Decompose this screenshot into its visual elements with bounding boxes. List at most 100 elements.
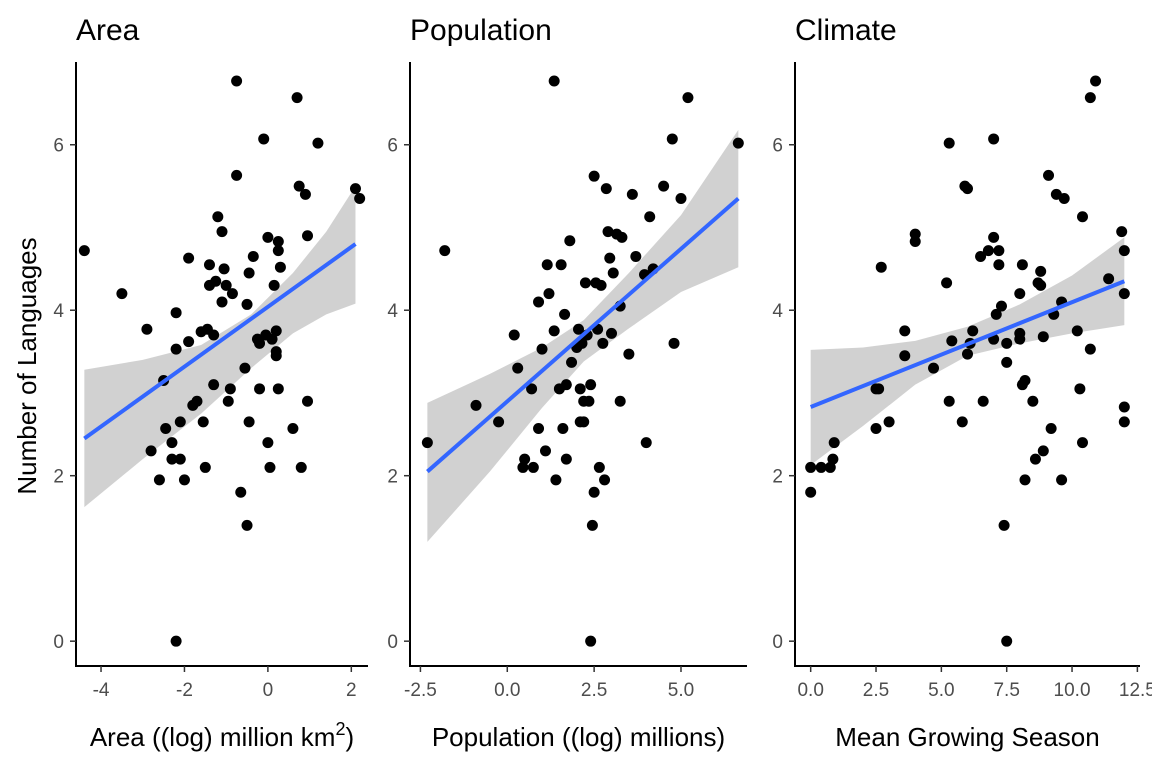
data-point bbox=[197, 416, 209, 428]
x-axis-label-main: Area ((log) million km bbox=[90, 722, 336, 752]
data-point bbox=[470, 399, 482, 411]
data-point bbox=[541, 259, 553, 271]
data-point bbox=[533, 296, 545, 308]
data-point bbox=[199, 461, 211, 473]
data-point bbox=[272, 383, 284, 395]
data-point bbox=[302, 230, 314, 242]
data-point bbox=[946, 335, 958, 347]
data-point bbox=[560, 379, 572, 391]
data-point bbox=[573, 323, 584, 335]
data-point bbox=[1045, 423, 1057, 435]
data-point bbox=[606, 327, 618, 339]
data-point bbox=[170, 307, 182, 319]
data-point bbox=[962, 348, 973, 360]
data-point bbox=[668, 337, 680, 349]
data-point bbox=[993, 259, 1005, 271]
data-point bbox=[231, 169, 243, 181]
data-point bbox=[258, 133, 270, 145]
data-point bbox=[241, 519, 253, 531]
data-point bbox=[870, 423, 882, 435]
data-point bbox=[272, 236, 284, 248]
x-tick-label: -2.5 bbox=[404, 680, 437, 701]
data-point bbox=[216, 296, 228, 308]
data-point bbox=[579, 277, 591, 289]
data-point bbox=[210, 275, 222, 287]
data-point bbox=[899, 350, 911, 362]
data-point bbox=[607, 267, 619, 279]
data-point bbox=[222, 395, 234, 407]
data-point bbox=[1019, 375, 1031, 387]
data-point bbox=[141, 323, 153, 335]
data-point bbox=[560, 453, 572, 465]
data-point bbox=[78, 245, 90, 257]
data-point bbox=[170, 343, 182, 355]
data-point bbox=[178, 474, 190, 486]
x-axis-label: Mean Growing Season bbox=[835, 722, 1099, 752]
data-point bbox=[988, 231, 1000, 243]
data-point bbox=[593, 461, 605, 473]
data-point bbox=[216, 226, 228, 238]
data-point bbox=[555, 259, 567, 271]
y-tick-label: 0 bbox=[772, 632, 783, 653]
data-point bbox=[293, 180, 305, 192]
data-point bbox=[439, 245, 451, 257]
data-point bbox=[928, 362, 940, 374]
data-point bbox=[675, 193, 687, 205]
data-point bbox=[349, 183, 361, 195]
y-tick-label: 0 bbox=[387, 632, 398, 653]
data-point bbox=[1077, 437, 1088, 449]
x-axis-label-tail: ) bbox=[345, 722, 354, 752]
data-point bbox=[1103, 273, 1115, 285]
data-point bbox=[174, 453, 186, 465]
data-point bbox=[264, 461, 276, 473]
x-axis-label-main: Mean Growing Season bbox=[835, 722, 1099, 752]
data-point bbox=[272, 245, 284, 257]
data-point bbox=[243, 267, 255, 279]
data-point bbox=[543, 288, 555, 300]
data-point bbox=[623, 348, 635, 360]
y-tick-label: 6 bbox=[387, 136, 398, 157]
data-point bbox=[262, 231, 274, 243]
panel-title: Population bbox=[410, 14, 552, 47]
data-point bbox=[1074, 383, 1086, 395]
data-point bbox=[512, 362, 524, 374]
data-point bbox=[626, 188, 638, 200]
data-point bbox=[982, 245, 994, 257]
data-point bbox=[1077, 211, 1088, 223]
data-point bbox=[564, 235, 576, 247]
x-tick-label: 2.5 bbox=[863, 680, 889, 701]
data-point bbox=[990, 308, 1002, 320]
data-point bbox=[574, 383, 586, 395]
data-point bbox=[1027, 395, 1039, 407]
data-point bbox=[287, 423, 299, 435]
data-point bbox=[616, 231, 628, 243]
data-point bbox=[977, 395, 989, 407]
y-tick-label: 4 bbox=[772, 301, 783, 322]
data-point bbox=[1118, 416, 1130, 428]
data-point bbox=[1001, 356, 1013, 368]
data-point bbox=[548, 75, 560, 87]
x-tick-label: 0.0 bbox=[797, 680, 823, 701]
data-point bbox=[602, 226, 614, 238]
data-point bbox=[241, 298, 253, 310]
data-point bbox=[1035, 265, 1047, 277]
data-point bbox=[239, 362, 251, 374]
data-point bbox=[1056, 474, 1068, 486]
x-tick-label: 2 bbox=[346, 680, 357, 701]
y-tick-label: 2 bbox=[53, 467, 64, 488]
confidence-band bbox=[84, 186, 356, 508]
data-point bbox=[640, 437, 652, 449]
data-point bbox=[805, 461, 817, 473]
data-point bbox=[588, 170, 600, 182]
data-point bbox=[526, 383, 538, 395]
data-point bbox=[218, 263, 230, 275]
data-point bbox=[988, 133, 1000, 145]
y-tick-label: 2 bbox=[387, 467, 398, 488]
data-point bbox=[585, 379, 597, 391]
data-point bbox=[1071, 325, 1083, 337]
data-point bbox=[1014, 288, 1026, 300]
x-tick-label: 7.5 bbox=[993, 680, 1019, 701]
y-tick-label: 6 bbox=[772, 136, 783, 157]
